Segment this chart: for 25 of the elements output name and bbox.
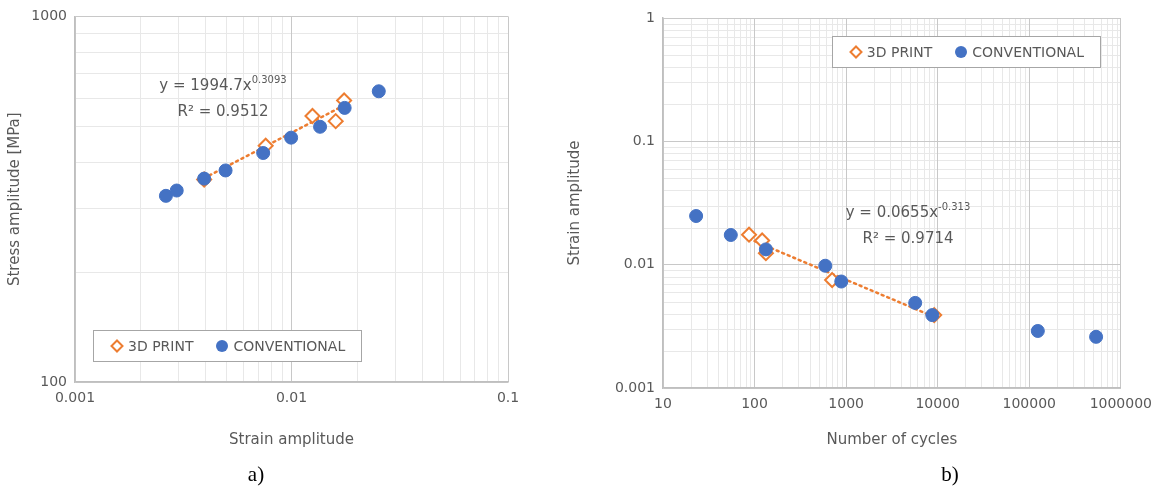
x-axis-title: Number of cycles: [826, 429, 958, 448]
x-tick-label: 0.001: [54, 389, 96, 406]
x-tick-label: 10: [654, 395, 672, 412]
legend-label: 3D PRINT: [866, 44, 933, 60]
y-axis-title: Stress amplitude [MPa]: [4, 112, 23, 287]
legend-label: CONVENTIONAL: [972, 44, 1084, 60]
y-tick-label: 0.01: [623, 255, 655, 272]
x-tick-label: 0.01: [275, 389, 308, 406]
x-tick-label: 100000: [1002, 395, 1056, 412]
annotation: R² = 0.9512: [177, 102, 269, 121]
y-axis-title: Strain amplitude: [564, 140, 583, 266]
x-tick-label: 1000: [828, 395, 864, 412]
legend-label: CONVENTIONAL: [233, 338, 346, 354]
text: b): [940, 462, 960, 487]
x-tick-label: 10000: [915, 395, 960, 412]
legend-label: 3D PRINT: [128, 338, 194, 354]
y-tick-label: 0.001: [614, 378, 655, 395]
x-tick-label: 0.1: [496, 389, 520, 406]
x-tick-label: 1000000: [1089, 395, 1152, 412]
x-tick-label: 100: [741, 395, 768, 412]
text: a): [246, 462, 266, 487]
y-tick-label: 0.1: [632, 131, 655, 148]
annotation: R² = 0.9714: [862, 228, 954, 247]
y-tick-label: 1: [646, 8, 655, 25]
x-axis-title: Strain amplitude: [228, 429, 355, 448]
